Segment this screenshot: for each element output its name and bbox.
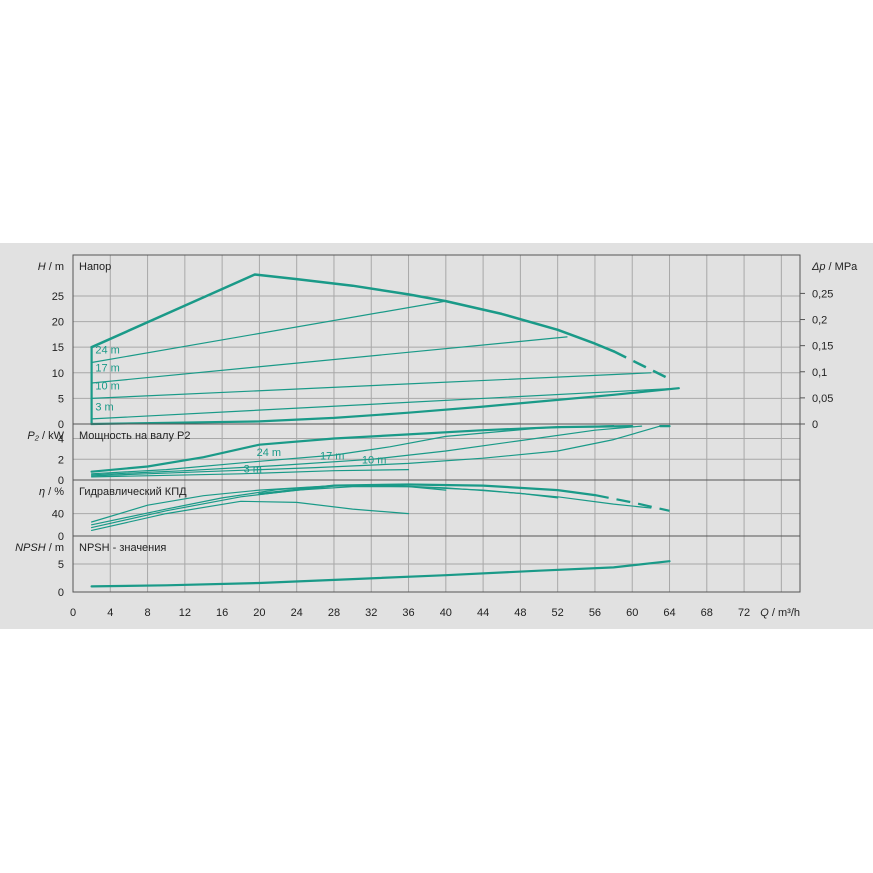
y-axis-sep: /: [46, 542, 55, 554]
right-axis-tick-label: 0,1: [812, 367, 827, 379]
x-tick-label: 56: [589, 607, 601, 619]
x-tick-label: 60: [626, 607, 638, 619]
x-tick-label: 36: [402, 607, 414, 619]
y-tick-label: 15: [52, 342, 64, 354]
series-line: [90, 273, 615, 353]
x-axis-var: Q: [760, 607, 769, 619]
panel-title: Мощность на валу P2: [79, 430, 191, 442]
y-tick-label: 20: [52, 317, 64, 329]
series-line: [91, 300, 447, 364]
y-tick-label: 10: [52, 368, 64, 380]
x-tick-label: 8: [145, 607, 151, 619]
y-axis-label: P₂ / kW: [27, 430, 64, 442]
y-tick-label: 0: [58, 475, 64, 487]
curve-label: 17 m: [320, 450, 344, 462]
series-line: [91, 372, 652, 399]
curve-label: 24 m: [95, 344, 119, 356]
x-axis-unit: m³/h: [778, 607, 800, 619]
series-line: [91, 387, 680, 420]
x-tick-label: 20: [253, 607, 265, 619]
right-axis-unit: MPa: [835, 261, 859, 273]
right-axis-tick-label: 0,2: [812, 315, 827, 327]
y-tick-label: 25: [52, 291, 64, 303]
y-axis-label: H / m: [38, 261, 64, 273]
series-line: [90, 387, 680, 426]
y-axis-sep: /: [45, 486, 54, 498]
x-tick-label: 32: [365, 607, 377, 619]
y-tick-label: 0: [58, 419, 64, 431]
curve-label: 24 m: [257, 447, 281, 459]
x-tick-label: 28: [328, 607, 340, 619]
y-tick-label: 0: [58, 531, 64, 543]
right-axis-tick-label: 0: [812, 419, 818, 431]
x-tick-label: 40: [440, 607, 452, 619]
y-tick-label: 2: [58, 454, 64, 466]
x-tick-label: 68: [701, 607, 713, 619]
series-line-dashed: [594, 494, 670, 512]
y-axis-var: P₂: [27, 430, 39, 442]
y-axis-sep: /: [39, 430, 48, 442]
frame-layer: [72, 254, 805, 593]
series-line: [90, 560, 671, 588]
panel-title: Напор: [79, 261, 111, 273]
curve-label: 3 m: [244, 464, 262, 476]
x-tick-label: 64: [663, 607, 675, 619]
curve-label: 10 m: [362, 454, 386, 466]
y-axis-unit: kW: [48, 430, 65, 442]
right-axis-tick-label: 0,05: [812, 393, 833, 405]
curve-layer: [90, 273, 680, 588]
series-line: [91, 336, 568, 384]
chart-background: [0, 243, 873, 629]
panel-title: Гидравлический КПД: [79, 486, 187, 498]
series-line: [91, 425, 661, 477]
x-tick-label: 4: [107, 607, 113, 619]
y-axis-label: η / %: [39, 486, 64, 498]
series-line: [91, 469, 410, 478]
series-line: [91, 486, 447, 529]
y-axis-unit: m: [55, 261, 64, 273]
x-tick-label: 0: [70, 607, 76, 619]
right-axis-label: Δp / MPa: [811, 261, 858, 273]
curve-label: 10 m: [95, 381, 119, 393]
panel-title: NPSH - значения: [79, 542, 166, 554]
y-tick-label: 40: [52, 509, 64, 521]
y-tick-label: 5: [58, 393, 64, 405]
panel-frame: [72, 535, 801, 593]
x-tick-label: 12: [179, 607, 191, 619]
y-axis-sep: /: [46, 261, 55, 273]
curve-label: 3 m: [95, 402, 113, 414]
x-axis-sep: /: [769, 607, 778, 619]
y-tick-label: 4: [58, 434, 64, 446]
y-axis-var: H: [38, 261, 46, 273]
x-tick-label: 24: [291, 607, 303, 619]
x-tick-label: 48: [514, 607, 526, 619]
y-axis-label: NPSH / m: [15, 542, 64, 554]
y-axis-unit: m: [55, 542, 64, 554]
y-tick-label: 5: [58, 559, 64, 571]
series-line: [91, 425, 615, 475]
x-tick-label: 52: [552, 607, 564, 619]
right-axis-var: Δp: [811, 261, 826, 273]
series-line: [91, 425, 643, 476]
y-axis-var: η: [39, 486, 45, 498]
right-axis-tick-label: 0,25: [812, 288, 833, 300]
series-line: [91, 500, 410, 531]
curve-label: 17 m: [95, 362, 119, 374]
x-axis-label: Q / m³/h: [760, 607, 800, 619]
right-axis-tick-label: 0,15: [812, 341, 833, 353]
right-axis-sep: /: [826, 261, 835, 273]
y-axis-var: NPSH: [15, 542, 46, 554]
y-axis-unit: %: [54, 486, 64, 498]
x-tick-label: 72: [738, 607, 750, 619]
x-tick-label: 44: [477, 607, 489, 619]
x-tick-label: 16: [216, 607, 228, 619]
y-tick-label: 0: [58, 587, 64, 599]
series-line-dashed: [613, 350, 671, 381]
series-line: [91, 485, 559, 526]
